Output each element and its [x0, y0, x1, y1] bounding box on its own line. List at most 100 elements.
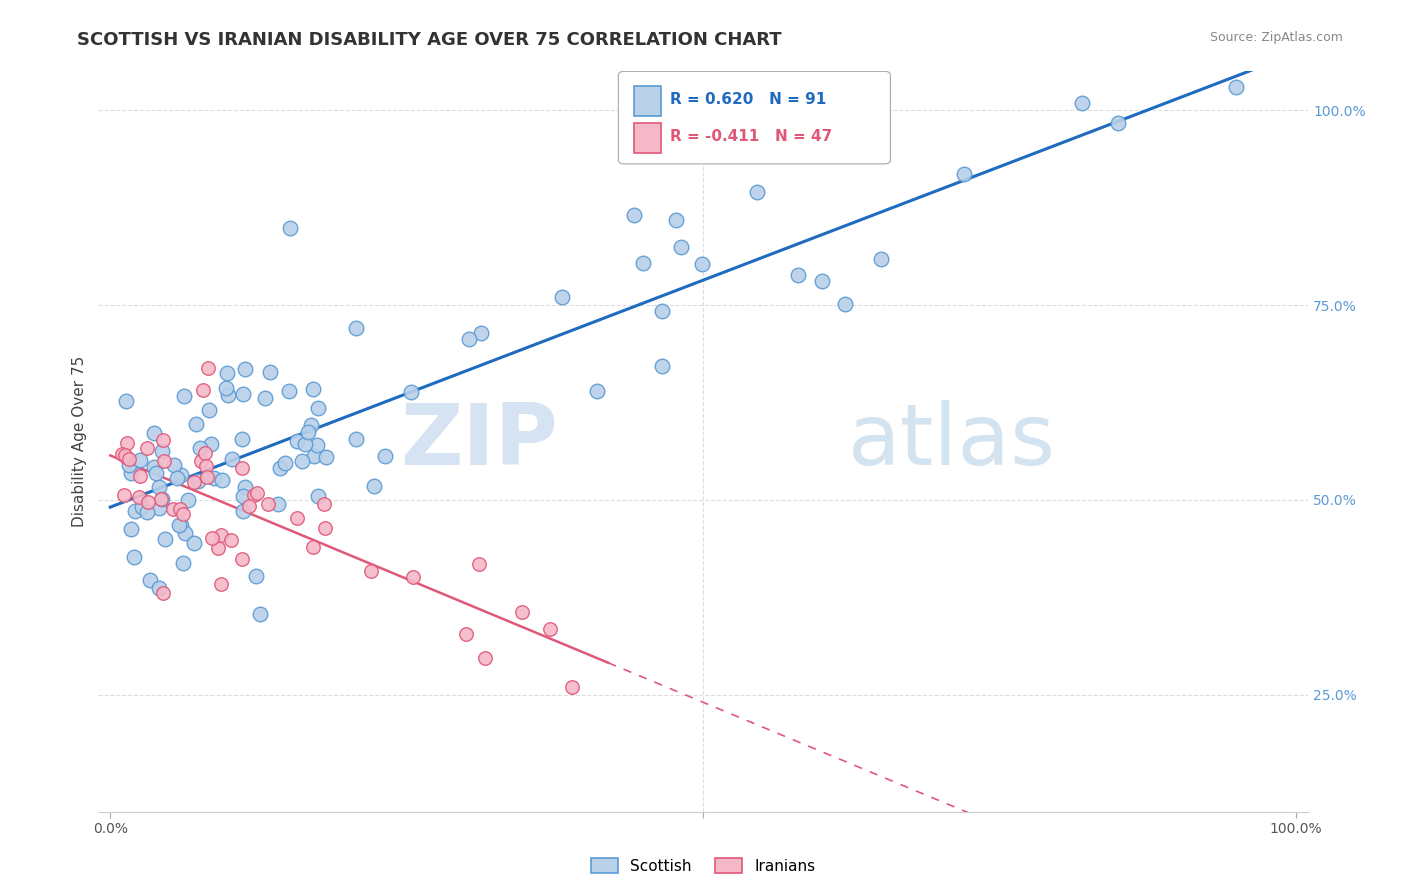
- Point: [454, 626, 477, 640]
- Y-axis label: Disability Age Over 75: Disability Age Over 75: [72, 356, 87, 527]
- Point: [294, 436, 316, 450]
- Point: [510, 606, 533, 620]
- Point: [468, 557, 491, 571]
- Point: [664, 213, 686, 227]
- Point: [111, 447, 134, 461]
- Point: [274, 456, 297, 470]
- Point: [623, 208, 645, 222]
- FancyBboxPatch shape: [634, 123, 661, 153]
- Point: [172, 508, 194, 522]
- Point: [221, 452, 243, 467]
- Point: [550, 290, 572, 304]
- Point: [173, 388, 195, 402]
- Point: [231, 432, 253, 446]
- Point: [538, 622, 561, 636]
- Point: [193, 383, 215, 397]
- Point: [169, 502, 191, 516]
- Point: [148, 501, 170, 516]
- Point: [217, 388, 239, 402]
- Point: [402, 570, 425, 584]
- Point: [633, 256, 655, 270]
- Point: [363, 479, 385, 493]
- Point: [115, 394, 138, 409]
- Point: [152, 433, 174, 447]
- Text: Source: ZipAtlas.com: Source: ZipAtlas.com: [1209, 31, 1343, 45]
- Point: [135, 505, 157, 519]
- Point: [124, 504, 146, 518]
- Point: [671, 240, 693, 254]
- Point: [301, 540, 323, 554]
- Point: [215, 381, 238, 395]
- Point: [474, 651, 496, 665]
- Point: [246, 486, 269, 500]
- Point: [231, 552, 253, 566]
- Point: [183, 475, 205, 489]
- Point: [150, 444, 173, 458]
- Point: [952, 167, 974, 181]
- Point: [122, 549, 145, 564]
- Point: [172, 557, 194, 571]
- Point: [142, 426, 165, 441]
- Point: [232, 387, 254, 401]
- Point: [269, 461, 291, 475]
- Point: [195, 470, 218, 484]
- Text: R = -0.411   N = 47: R = -0.411 N = 47: [671, 129, 832, 144]
- Point: [235, 480, 257, 494]
- Point: [360, 564, 382, 578]
- Point: [209, 576, 232, 591]
- Point: [231, 460, 253, 475]
- Point: [561, 680, 583, 694]
- Point: [150, 492, 173, 507]
- Point: [195, 459, 218, 474]
- Text: SCOTTISH VS IRANIAN DISABILITY AGE OVER 75 CORRELATION CHART: SCOTTISH VS IRANIAN DISABILITY AGE OVER …: [77, 31, 782, 49]
- Point: [267, 497, 290, 511]
- Text: ZIP: ZIP: [401, 400, 558, 483]
- Point: [163, 458, 186, 472]
- Text: R = 0.620   N = 91: R = 0.620 N = 91: [671, 92, 827, 107]
- Point: [183, 536, 205, 550]
- Point: [232, 489, 254, 503]
- Point: [374, 449, 396, 463]
- Point: [129, 469, 152, 483]
- Point: [470, 326, 492, 340]
- Point: [153, 532, 176, 546]
- Point: [869, 252, 891, 266]
- Point: [129, 453, 152, 467]
- Point: [344, 321, 367, 335]
- Point: [114, 448, 136, 462]
- Point: [142, 459, 165, 474]
- Point: [202, 471, 225, 485]
- Point: [307, 401, 329, 415]
- Point: [145, 467, 167, 481]
- Point: [184, 417, 207, 432]
- Point: [118, 458, 141, 473]
- Point: [307, 489, 329, 503]
- Point: [198, 402, 221, 417]
- Point: [193, 446, 215, 460]
- Point: [297, 425, 319, 440]
- Point: [243, 488, 266, 502]
- Point: [174, 526, 197, 541]
- Legend: Scottish, Iranians: Scottish, Iranians: [585, 852, 821, 880]
- FancyBboxPatch shape: [619, 71, 890, 164]
- Point: [211, 473, 233, 487]
- Point: [249, 607, 271, 622]
- Point: [139, 573, 162, 587]
- Point: [233, 361, 256, 376]
- Point: [1107, 116, 1129, 130]
- Point: [1071, 95, 1094, 110]
- Point: [245, 569, 267, 583]
- Point: [305, 438, 328, 452]
- Point: [301, 417, 323, 432]
- Point: [190, 454, 212, 468]
- Point: [166, 471, 188, 485]
- Point: [457, 332, 479, 346]
- Point: [651, 359, 673, 373]
- Point: [150, 491, 173, 506]
- Point: [131, 500, 153, 515]
- Point: [259, 365, 281, 379]
- Point: [786, 268, 808, 282]
- Point: [215, 366, 238, 380]
- Point: [399, 385, 422, 400]
- Point: [120, 522, 142, 536]
